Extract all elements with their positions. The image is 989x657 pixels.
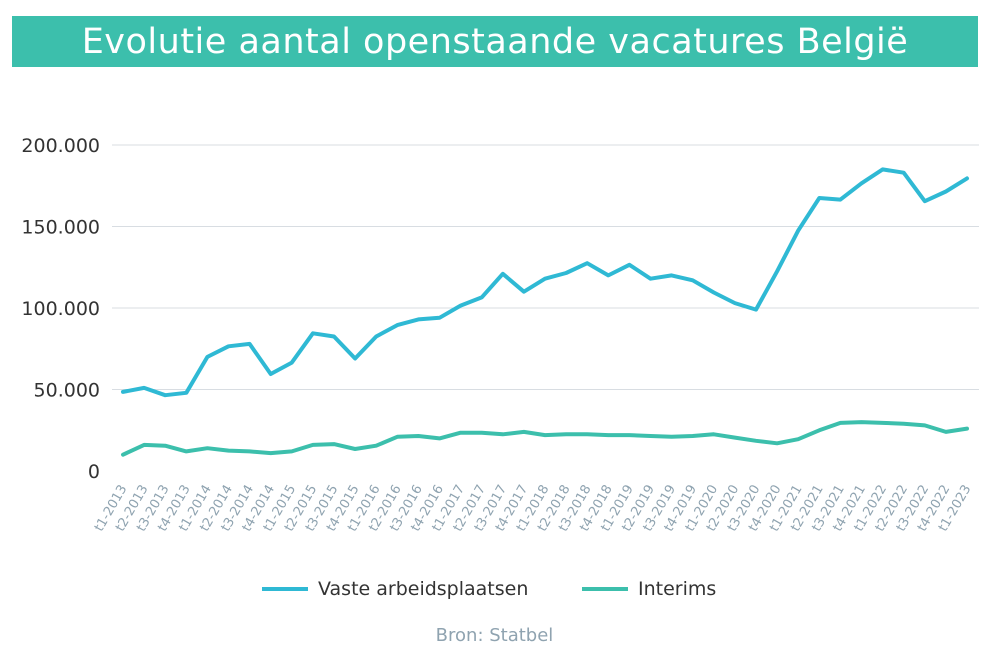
legend-swatch-interims xyxy=(582,587,628,591)
y-tick-label: 0 xyxy=(88,461,100,483)
y-tick-label: 200.000 xyxy=(21,135,100,157)
x-axis-ticks: t1-2013t2-2013t3-2013t4-2013t1-2014t2-20… xyxy=(92,482,975,534)
legend-item-vaste: Vaste arbeidsplaatsen xyxy=(262,578,528,600)
series-line-vaste xyxy=(121,167,969,398)
legend-label-vaste: Vaste arbeidsplaatsen xyxy=(318,578,529,600)
title-bar: Evolutie aantal openstaande vacatures Be… xyxy=(12,16,978,67)
line-chart: 0 50.000 100.000 150.000 200.000 t1-2013t2-2… xyxy=(21,135,979,534)
legend-label-interims: Interims xyxy=(638,578,717,600)
y-tick-label: 50.000 xyxy=(34,380,100,402)
source-note: Bron: Statbel xyxy=(435,625,554,646)
legend: Vaste arbeidsplaatsen Interims xyxy=(0,578,989,604)
y-tick-label: 150.000 xyxy=(21,217,100,239)
series-lines xyxy=(121,167,969,457)
y-axis-ticks: 0 50.000 100.000 150.000 200.000 xyxy=(21,135,100,483)
y-tick-label: 100.000 xyxy=(21,298,100,320)
chart-title: Evolutie aantal openstaande vacatures Be… xyxy=(81,21,909,62)
gridlines xyxy=(112,144,979,390)
legend-swatch-vaste xyxy=(262,587,308,591)
series-line-interims xyxy=(121,420,969,457)
legend-item-interims: Interims xyxy=(582,578,716,600)
